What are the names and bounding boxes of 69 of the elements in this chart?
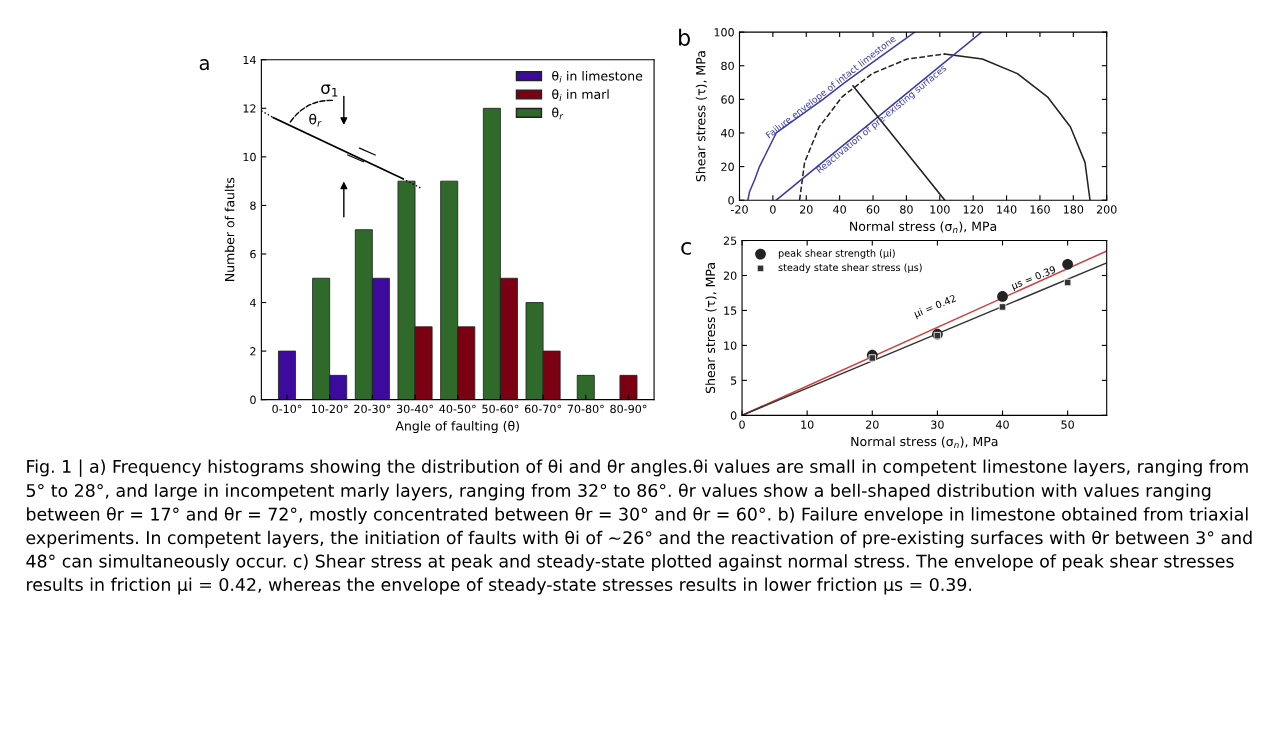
x-tick-label: 20 bbox=[866, 420, 879, 429]
x-tick-label: 80 bbox=[900, 205, 913, 214]
x-tick-label: 50-60° bbox=[482, 404, 519, 414]
x-tick-label: 120 bbox=[963, 205, 984, 214]
y-tick-label: 20 bbox=[721, 162, 734, 171]
x-tick-label: 70-80° bbox=[567, 404, 604, 414]
text: c bbox=[681, 242, 691, 255]
y-tick-label: 6 bbox=[250, 249, 256, 259]
y-tick-label: 0 bbox=[250, 395, 256, 405]
x-tick-label: 30-40° bbox=[396, 404, 433, 414]
y-tick-label: 10 bbox=[724, 341, 737, 350]
x-tick-label: 140 bbox=[997, 205, 1017, 214]
x-tick-label: 80-90° bbox=[610, 404, 647, 414]
x-tick-label: 0-10° bbox=[272, 404, 302, 414]
x-tick-label: 40-50° bbox=[439, 404, 476, 414]
point bbox=[1062, 258, 1074, 270]
x-tick-label: 160 bbox=[1030, 205, 1050, 214]
y-tick-label: 25 bbox=[723, 236, 737, 245]
y-tick-label: 0 bbox=[730, 411, 737, 420]
annotation: θ$_{r}$ bbox=[309, 113, 322, 127]
legend-label: θ$_{i}$ in marl bbox=[552, 89, 609, 101]
x-axis-title: Normal stress (σ$_{n}$), MPa bbox=[850, 221, 997, 233]
x-tick-label: 60-70° bbox=[524, 404, 561, 414]
legend-label: peak shear strength (μi) bbox=[778, 249, 895, 259]
y-tick-label: 20 bbox=[723, 271, 737, 280]
y-tick-label: 15 bbox=[724, 306, 737, 315]
x-axis-title: Angle of faulting (θ) bbox=[395, 420, 519, 434]
y-tick-label: 4 bbox=[249, 298, 256, 307]
x-tick-label: 40 bbox=[833, 205, 846, 214]
y-tick-label: 60 bbox=[721, 95, 734, 104]
y-axis-title: Shear stress (τ), MPa bbox=[695, 51, 707, 182]
x-tick-label: 10 bbox=[801, 420, 814, 429]
x-tick-label: 10-20° bbox=[311, 404, 348, 414]
y-tick-label: 100 bbox=[714, 28, 734, 37]
caption: Fig. 1 | a) Frequency histograms showing the distribution of θi and θr angles.θi values are small in competent limestone layers, ranging from 5° to 28°, and large in incompetent marly layers, ranging from 32° to 86°. θr values show a bell-shaped distribution with values ranging between θr = 17° and θr = 72°, mostly concentrated between θr = 30° and θr = 60°. b) Failure envelope in limestone obtained from triaxial experiments. In competent layers, the initiation of faults with θi of ~26° and the reactivation of pre-existing surfaces with θr between 3° and 48° can simultaneously occur. c) Shear stress at peak and steady-state plotted against normal stress. The envelope of peak shear stresses results in friction μi = 0.42, whereas the envelope of steady-state stresses results in lower friction μs = 0.39. bbox=[26, 459, 1252, 595]
y-tick-label: 8 bbox=[250, 201, 256, 210]
text: a bbox=[199, 59, 209, 71]
legend-label: θ$_{i}$ in limestone bbox=[552, 70, 643, 83]
annotation: μs = 0.39 bbox=[1010, 265, 1057, 292]
y-tick-label: 5 bbox=[730, 376, 737, 385]
annotation: μi = 0.42 bbox=[913, 294, 957, 320]
y-tick-label: 14 bbox=[243, 55, 256, 64]
x-tick-label: 180 bbox=[1063, 205, 1084, 214]
y-tick-label: 40 bbox=[721, 128, 734, 138]
y-tick-label: 0 bbox=[728, 196, 734, 205]
x-tick-label: -20 bbox=[730, 205, 748, 214]
y-axis-title: Number of faults bbox=[224, 177, 235, 282]
x-tick-label: 30 bbox=[931, 420, 944, 429]
x-tick-label: 200 bbox=[1096, 205, 1117, 214]
y-tick-label: 12 bbox=[243, 104, 256, 113]
point bbox=[997, 291, 1008, 302]
line-series bbox=[747, 32, 916, 201]
x-tick-label: 20-30° bbox=[354, 404, 391, 414]
x-tick-label: 40 bbox=[995, 420, 1009, 429]
y-tick-label: 2 bbox=[250, 347, 256, 356]
legend-label: steady state shear stress (μs) bbox=[778, 263, 922, 273]
text: b bbox=[679, 28, 690, 46]
legend-label: θ$_{r}$ bbox=[552, 107, 564, 120]
x-axis-title: Normal stress (σ$_{n}$), MPa bbox=[851, 436, 998, 449]
x-tick-label: 0 bbox=[739, 420, 745, 429]
x-tick-label: 20 bbox=[800, 205, 813, 214]
x-tick-label: 100 bbox=[930, 205, 950, 214]
x-tick-label: 60 bbox=[866, 205, 880, 214]
x-tick-label: 50 bbox=[1061, 420, 1074, 429]
y-tick-label: 10 bbox=[243, 152, 256, 162]
x-tick-label: 0 bbox=[770, 205, 776, 214]
annotation: σ$_{1}$ bbox=[321, 84, 338, 97]
y-tick-label: 80 bbox=[721, 61, 734, 71]
y-axis-title: Shear stress (τ), MPa bbox=[705, 263, 717, 394]
